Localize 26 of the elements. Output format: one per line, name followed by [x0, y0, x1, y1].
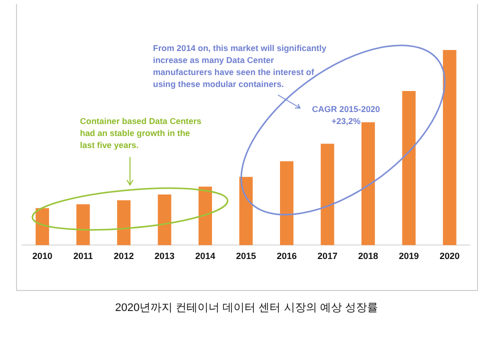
x-tick-label: 2014: [195, 251, 216, 262]
annotation: From 2014 on, this market will significantly increase as many Data Center manufacturers have seen the interest of using these modular containers.: [153, 42, 328, 90]
bar: [320, 144, 334, 246]
x-tick-label: 2018: [358, 251, 378, 262]
bar: [76, 204, 90, 246]
bar: [361, 122, 375, 246]
x-tick-label: 2020: [440, 251, 460, 262]
bar: [117, 200, 131, 246]
text: 2020년까지 컨테이너 데이터 센터 시장의 예상 성장률: [114, 301, 379, 315]
bar: [402, 90, 416, 246]
bar: [158, 194, 172, 246]
x-tick-label: 2012: [114, 251, 134, 262]
x-tick-label: 2013: [154, 251, 175, 262]
x-tick-label: 2016: [276, 251, 297, 262]
annotation: CAGR 2015-2020 +23,2%: [310, 103, 382, 127]
x-tick-label: 2017: [317, 251, 338, 262]
x-tick-label: 2019: [398, 251, 419, 262]
x-tick-label: 2011: [73, 251, 93, 262]
x-tick-label: 2010: [32, 251, 52, 262]
annotation: Container based Data Centers had an stable growth in the last five years.: [80, 115, 202, 151]
x-tick-label: 2015: [236, 251, 256, 262]
bar: [442, 50, 456, 246]
bar: [280, 161, 294, 246]
bar: [198, 186, 212, 246]
bar: [36, 208, 50, 246]
bar: [239, 176, 253, 246]
